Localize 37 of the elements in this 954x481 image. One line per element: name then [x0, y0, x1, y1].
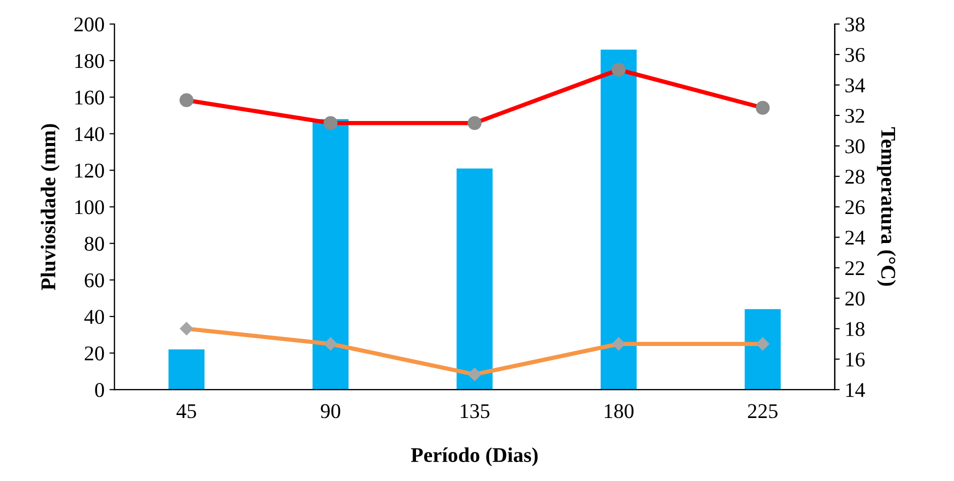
- y2-tick-label: 18: [846, 322, 865, 336]
- y2-axis-title: Temperatura (°C): [876, 127, 896, 286]
- y2-tick-label: 20: [845, 292, 865, 306]
- y2-tick-label: 24: [845, 230, 865, 245]
- x-tick-label: 180: [604, 404, 634, 418]
- y-tick-label: 200: [74, 17, 104, 32]
- bar: [744, 309, 781, 390]
- y2-tick-label: 22: [845, 261, 864, 275]
- x-tick-label: 45: [176, 404, 196, 418]
- x-tick-label: 225: [748, 404, 778, 418]
- y-tick-label: 80: [84, 236, 104, 251]
- y2-tick-label: 38: [845, 17, 865, 32]
- y-tick-label: 120: [75, 164, 104, 178]
- bar: [312, 119, 349, 390]
- y2-tick-label: 14: [846, 383, 865, 397]
- x-tick-label: 135: [460, 404, 490, 418]
- bar: [456, 168, 493, 390]
- y-tick-label: 40: [84, 310, 104, 324]
- y2-tick-label: 16: [846, 352, 865, 367]
- y-axis-title: Pluviosidade (mm): [40, 124, 60, 290]
- y-tick-label: 100: [75, 200, 104, 214]
- y2-tick-label: 28: [845, 170, 865, 184]
- y2-tick-label: 30: [845, 139, 865, 154]
- y-tick-label: 180: [75, 54, 104, 68]
- x-axis-title: Período (Dias): [411, 447, 538, 466]
- y-tick-label: 0: [95, 382, 104, 398]
- y2-tick-label: 32: [845, 108, 864, 123]
- y-tick-label: 60: [84, 273, 104, 288]
- x-tick-label: 90: [320, 404, 340, 418]
- bar: [168, 349, 205, 390]
- y2-tick-label: 26: [845, 200, 865, 214]
- y-tick-label: 140: [75, 127, 104, 142]
- bar: [600, 50, 637, 390]
- y-tick-label: 160: [75, 90, 104, 105]
- y2-tick-label: 36: [845, 48, 865, 62]
- y2-tick-label: 34: [845, 78, 865, 92]
- y-tick-label: 20: [84, 346, 104, 360]
